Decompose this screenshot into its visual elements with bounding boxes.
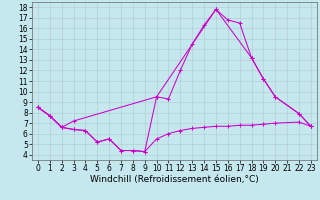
X-axis label: Windchill (Refroidissement éolien,°C): Windchill (Refroidissement éolien,°C) — [90, 175, 259, 184]
